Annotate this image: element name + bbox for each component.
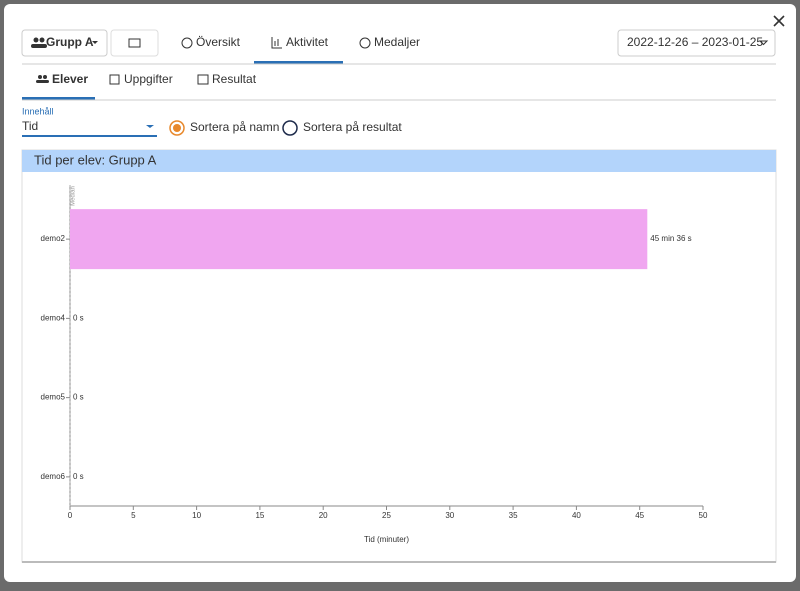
plot: 0 5 10 15 20 25 30 35 40 45 50 Tid (minuter) Median d… <box>41 185 708 544</box>
select-value[interactable]: Tid <box>22 119 38 133</box>
active-tab-indicator <box>254 61 343 64</box>
group-dropdown[interactable] <box>21 29 108 57</box>
tab-icon <box>359 37 371 49</box>
value-label: 0 s <box>73 313 84 322</box>
subtab[interactable]: Elever <box>52 72 88 86</box>
chart-title: Tid per elev: Grupp A <box>34 152 157 167</box>
close-button[interactable] <box>773 15 785 27</box>
active-subtab-indicator <box>22 97 95 100</box>
x-tick-label: 45 <box>635 511 644 520</box>
radio[interactable] <box>282 120 298 136</box>
dropdown-arrow <box>146 125 154 128</box>
x-tick-label: 25 <box>382 511 391 520</box>
radio-label: Sortera på resultat <box>303 120 402 134</box>
median-label: Median <box>71 186 77 206</box>
value-label: 0 s <box>73 393 84 402</box>
value-label: 45 min 36 s <box>650 234 691 243</box>
x-axis-label: Tid (minuter) <box>364 535 409 544</box>
x-tick-label: 0 <box>68 511 73 520</box>
group-name: Grupp A <box>46 35 94 49</box>
bar <box>70 209 648 270</box>
subtab[interactable]: Uppgifter <box>124 72 173 86</box>
y-tick-label: demo6 <box>41 472 66 481</box>
tab[interactable]: Aktivitet <box>286 35 329 49</box>
subtab[interactable]: Resultat <box>212 72 257 86</box>
tab-icon <box>181 37 193 49</box>
x-tick-label: 50 <box>699 511 708 520</box>
x-tick-label: 35 <box>509 511 518 520</box>
y-tick-label: demo4 <box>41 313 66 322</box>
x-tick-label: 15 <box>255 511 264 520</box>
subtab-icon <box>36 75 49 83</box>
radio-dot <box>173 124 181 132</box>
mail-button[interactable] <box>110 29 159 57</box>
dropdown-arrow <box>758 40 769 46</box>
y-tick-label: demo5 <box>41 393 66 402</box>
value-label: 0 s <box>73 472 84 481</box>
group-icon <box>31 37 47 48</box>
radio-checked[interactable] <box>169 120 185 136</box>
tab[interactable]: Översikt <box>196 35 241 49</box>
tab-icon <box>271 37 282 49</box>
x-tick-label: 30 <box>445 511 454 520</box>
date-range: 2022-12-26 – 2023-01-25 <box>627 35 763 49</box>
y-tick-label: demo2 <box>41 234 66 243</box>
chart-header <box>22 150 776 172</box>
x-tick-label: 10 <box>192 511 201 520</box>
tab[interactable]: Medaljer <box>374 35 420 49</box>
radio-label: Sortera på namn <box>190 120 279 134</box>
subtab-icon <box>197 74 209 85</box>
dropdown-arrow <box>92 41 98 44</box>
date-range-button[interactable] <box>617 29 776 57</box>
subtab-icon <box>109 74 120 85</box>
x-tick-label: 5 <box>131 511 136 520</box>
x-tick-label: 40 <box>572 511 581 520</box>
mail-icon <box>128 38 141 48</box>
select-label: Innehåll <box>22 106 54 116</box>
x-tick-label: 20 <box>319 511 328 520</box>
